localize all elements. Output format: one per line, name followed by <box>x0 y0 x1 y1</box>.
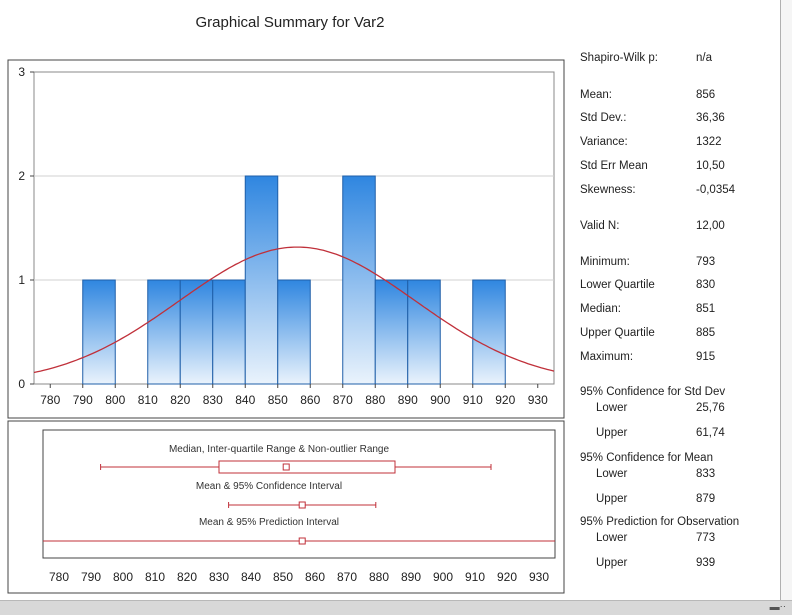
horizontal-scrollbar[interactable]: ▬⋅⋅ <box>0 600 792 615</box>
stat-label-mean: Mean: <box>580 89 612 101</box>
stat-value-lq: 830 <box>696 279 716 291</box>
stat-value-shapiro: n/a <box>696 52 712 64</box>
stat-value-variance: 1322 <box>696 136 722 148</box>
x-tick-label: 870 <box>333 393 353 407</box>
chart-title: Graphical Summary for Var2 <box>195 14 385 31</box>
box-x-tick-label: 780 <box>49 570 69 584</box>
histogram-bar <box>277 279 311 385</box>
box-x-tick-label: 900 <box>433 570 453 584</box>
boxplot-plot-area <box>42 429 556 559</box>
stat-heading-ci_mean_head: 95% Confidence for Mean <box>580 452 713 464</box>
stat-value-mean: 856 <box>696 89 716 101</box>
x-tick-label: 810 <box>138 393 158 407</box>
histogram-bar <box>179 279 214 385</box>
iqr-box <box>218 460 396 474</box>
summary-window: Graphical Summary for Var2 0 1 2 3 780 790 80… <box>0 0 781 601</box>
histogram-bar <box>342 175 376 385</box>
stat-value-ci_std_lower: 25,76 <box>696 402 725 414</box>
x-tick-label: 900 <box>430 393 450 407</box>
stat-label-shapiro: Shapiro-Wilk p: <box>580 52 658 64</box>
stat-label-variance: Variance: <box>580 136 628 148</box>
mean-marker <box>298 537 306 545</box>
histogram-bar <box>147 279 181 385</box>
histogram-bar <box>407 279 441 385</box>
boxplot-row-label: Mean & 95% Confidence Interval <box>196 481 342 492</box>
stat-label-sem: Std Err Mean <box>580 160 648 172</box>
boxplot-row-label: Mean & 95% Prediction Interval <box>199 517 339 528</box>
resize-grip-icon[interactable]: ▬⋅⋅ <box>769 602 786 613</box>
stat-label-min: Minimum: <box>580 256 630 268</box>
x-tick-label: 920 <box>495 393 515 407</box>
y-tick-label: 3 <box>18 65 25 79</box>
stat-value-ci_std_upper: 61,74 <box>696 427 725 439</box>
x-tick-label: 930 <box>528 393 548 407</box>
stat-label-ci_std_lower: Lower <box>596 402 628 414</box>
stat-value-ci_mean_lower: 833 <box>696 468 716 480</box>
box-x-tick-label: 920 <box>497 570 517 584</box>
box-x-tick-label: 820 <box>177 570 197 584</box>
stat-value-uq: 885 <box>696 327 716 339</box>
histogram-bar <box>82 279 116 385</box>
x-tick-label: 910 <box>463 393 483 407</box>
box-x-tick-label: 830 <box>209 570 229 584</box>
stat-value-ci_mean_upper: 879 <box>696 493 716 505</box>
x-tick-label: 830 <box>203 393 223 407</box>
y-tick-label: 2 <box>18 169 25 183</box>
box-x-tick-label: 840 <box>241 570 261 584</box>
x-tick-label: 790 <box>73 393 93 407</box>
box-x-tick-label: 870 <box>337 570 357 584</box>
box-x-tick-label: 910 <box>465 570 485 584</box>
x-tick-label: 840 <box>235 393 255 407</box>
x-tick-label: 800 <box>105 393 125 407</box>
box-x-tick-label: 880 <box>369 570 389 584</box>
stat-label-max: Maximum: <box>580 351 634 363</box>
stat-label-ci_std_upper: Upper <box>596 427 628 439</box>
stat-heading-pi_head: 95% Prediction for Observation <box>580 516 740 528</box>
stat-value-pi_upper: 939 <box>696 557 716 569</box>
box-x-tick-label: 860 <box>305 570 325 584</box>
stat-label-ci_mean_upper: Upper <box>596 493 628 505</box>
y-tick-label: 1 <box>18 273 25 287</box>
stat-value-std: 36,36 <box>696 112 725 124</box>
stat-label-lq: Lower Quartile <box>580 279 655 291</box>
box-x-tick-label: 930 <box>529 570 549 584</box>
box-x-tick-label: 800 <box>113 570 133 584</box>
stat-value-min: 793 <box>696 256 716 268</box>
stat-value-sem: 10,50 <box>696 160 725 172</box>
box-x-tick-label: 790 <box>81 570 101 584</box>
chart-svg: 0 1 2 3 780 790 800 810 820 830 840 850 860 870 880 89… <box>7 59 565 594</box>
y-tick-label: 0 <box>18 377 25 391</box>
stat-value-pi_lower: 773 <box>696 532 716 544</box>
stat-value-max: 915 <box>696 351 716 363</box>
x-tick-label: 860 <box>300 393 320 407</box>
x-tick-label: 880 <box>365 393 385 407</box>
stat-label-std: Std Dev.: <box>580 112 627 124</box>
stat-label-uq: Upper Quartile <box>580 327 655 339</box>
normal-curve <box>33 246 555 374</box>
x-tick-label: 850 <box>268 393 288 407</box>
median-marker <box>282 463 290 471</box>
histogram-bar <box>244 175 279 385</box>
mean-marker <box>298 501 306 509</box>
stat-value-validn: 12,00 <box>696 220 725 232</box>
histogram-bar <box>212 279 246 385</box>
stat-label-ci_mean_lower: Lower <box>596 468 628 480</box>
histogram-bar <box>374 279 409 385</box>
x-tick-label: 820 <box>170 393 190 407</box>
x-tick-label: 780 <box>40 393 60 407</box>
stat-label-median: Median: <box>580 303 621 315</box>
stat-value-skew: -0,0354 <box>696 184 736 196</box>
stat-label-skew: Skewness: <box>580 184 636 196</box>
box-x-tick-label: 890 <box>401 570 421 584</box>
boxplot-row-label: Median, Inter-quartile Range & Non-outli… <box>169 444 390 455</box>
box-x-tick-label: 810 <box>145 570 165 584</box>
stat-value-median: 851 <box>696 303 716 315</box>
stat-label-pi_upper: Upper <box>596 557 628 569</box>
histogram-bar <box>472 279 506 385</box>
stat-heading-ci_std_head: 95% Confidence for Std Dev <box>580 386 726 398</box>
stat-label-validn: Valid N: <box>580 220 620 232</box>
x-tick-label: 890 <box>398 393 418 407</box>
box-x-tick-label: 850 <box>273 570 293 584</box>
stat-label-pi_lower: Lower <box>596 532 628 544</box>
